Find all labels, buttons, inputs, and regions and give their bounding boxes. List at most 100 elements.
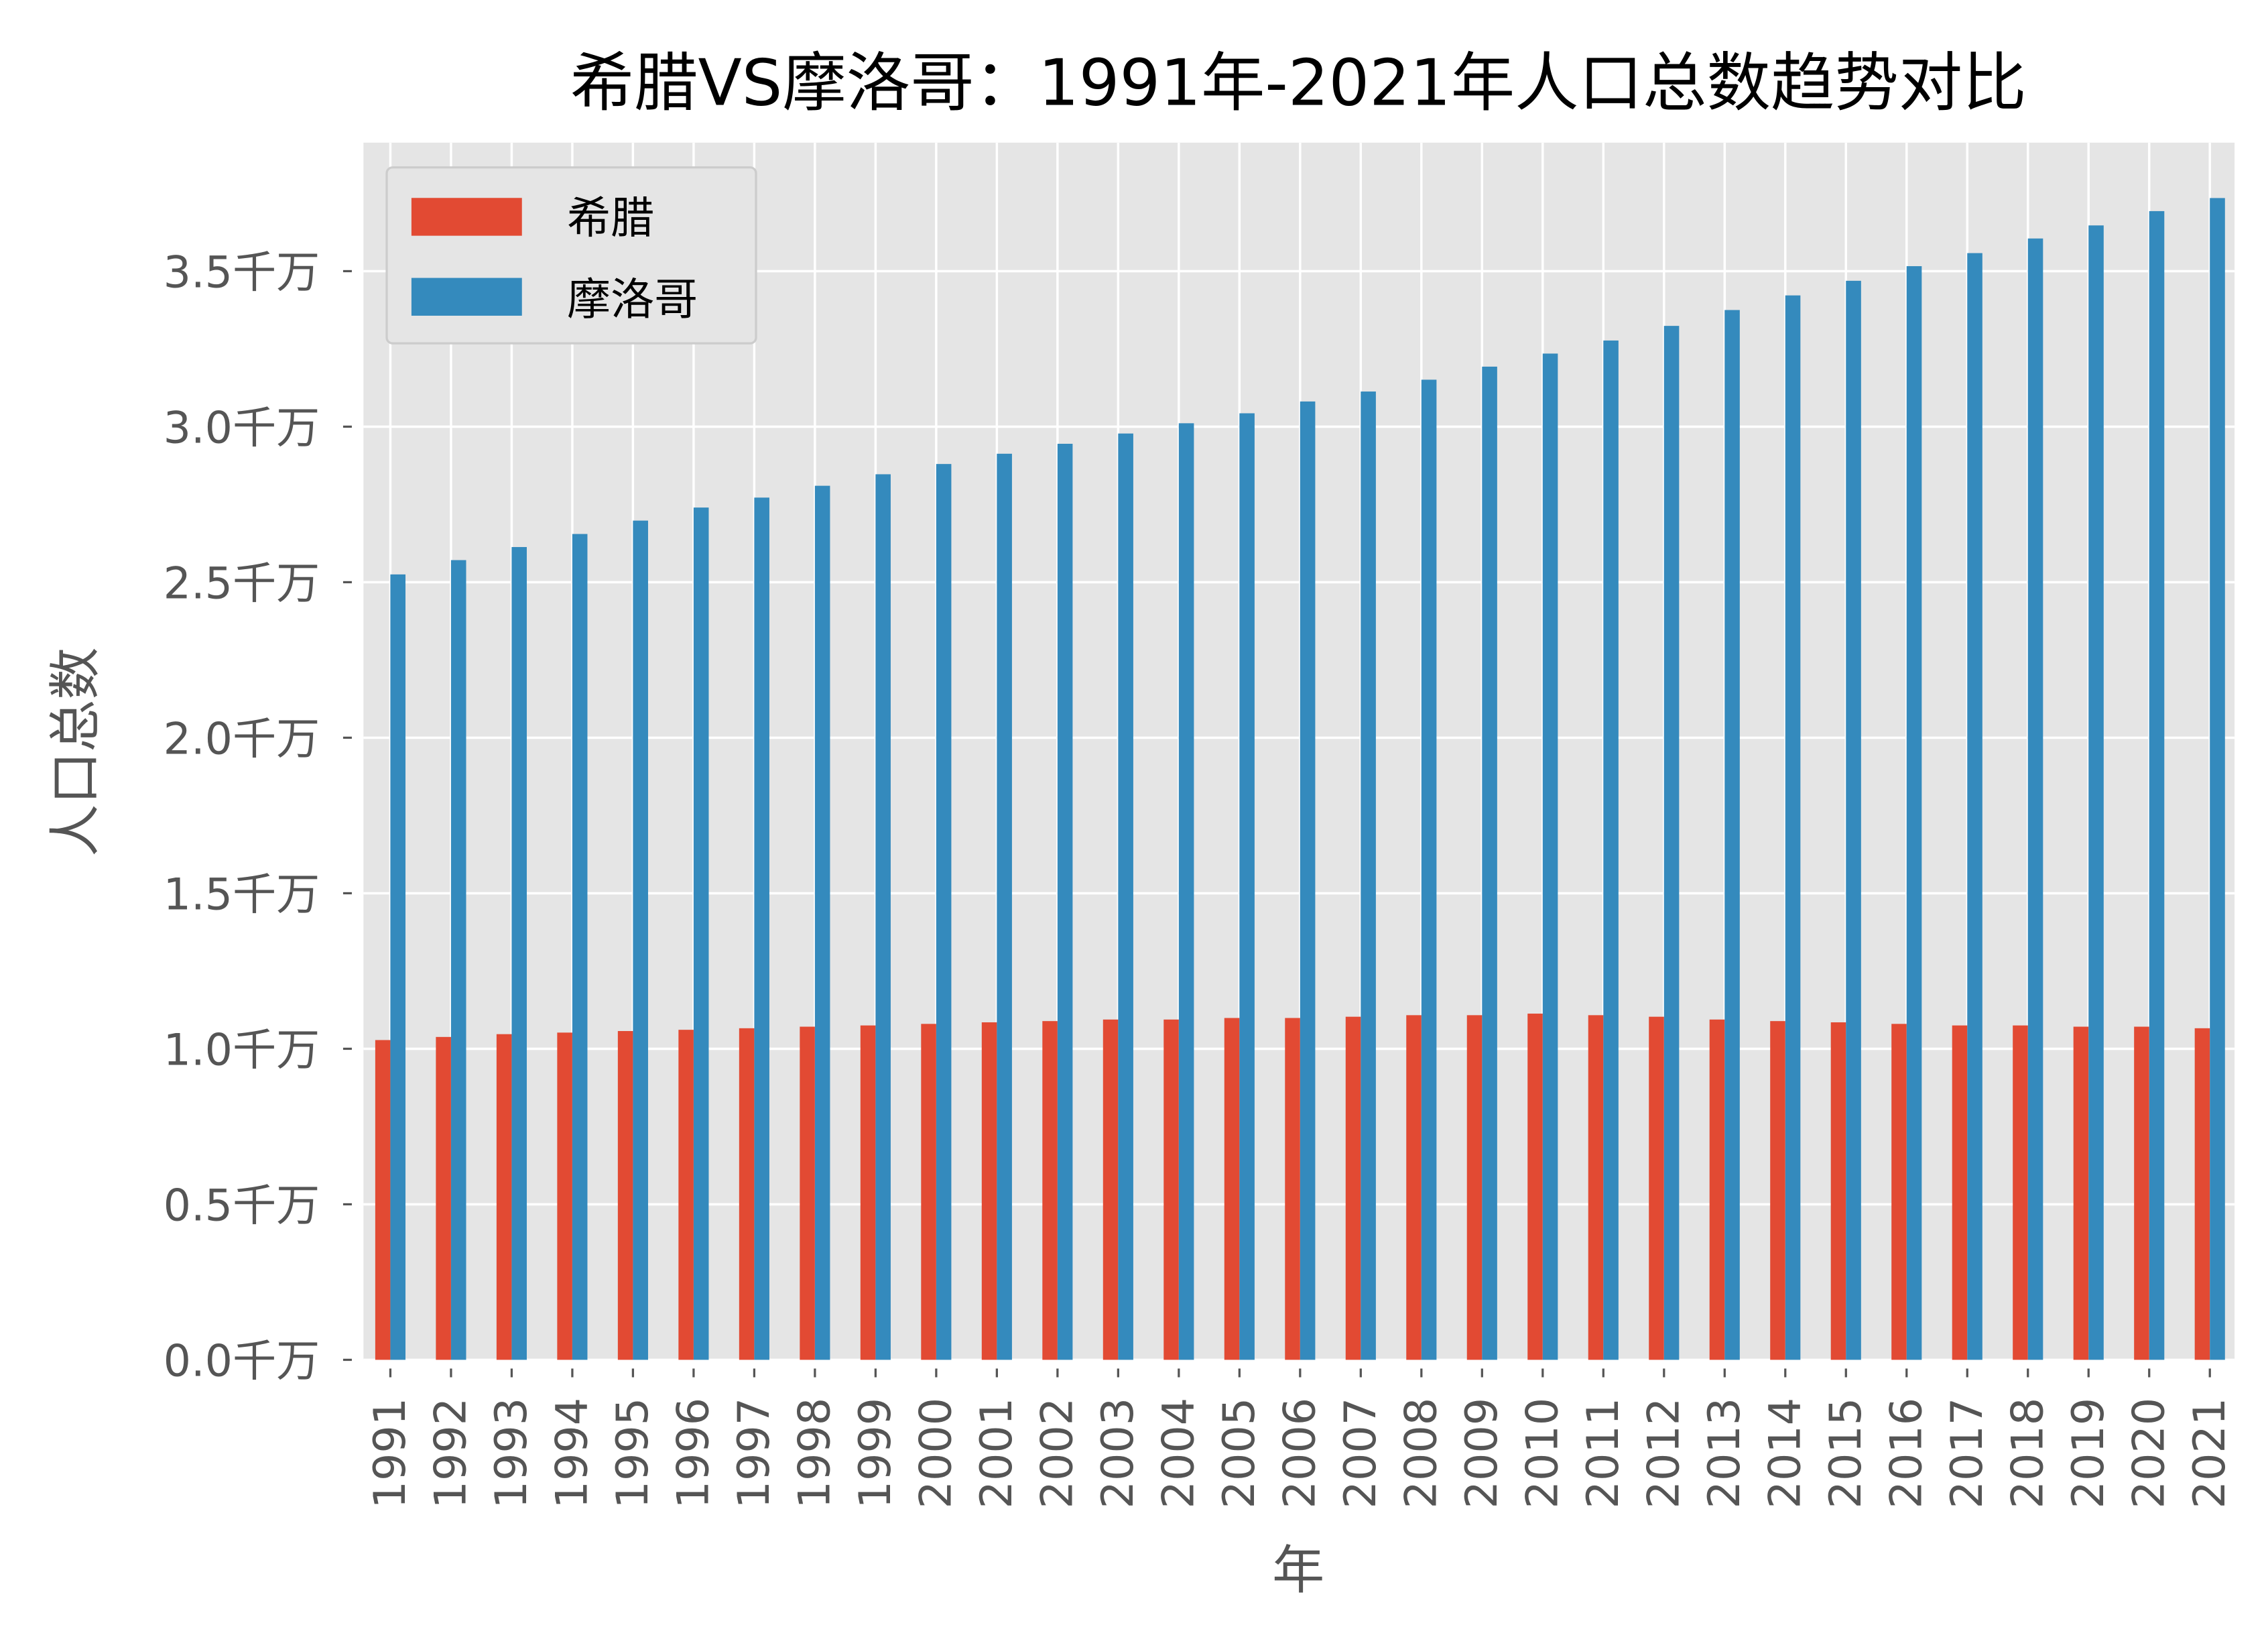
bar-greece-2021: [2194, 1028, 2210, 1360]
bar-morocco-2021: [2210, 198, 2225, 1360]
bar-greece-2005: [1224, 1018, 1240, 1360]
x-tick-label: 2011: [1578, 1398, 1629, 1509]
bar-morocco-2016: [1906, 266, 1922, 1360]
legend-label-morocco: 摩洛哥: [567, 275, 698, 325]
x-tick-label: 1991: [365, 1398, 416, 1509]
bar-greece-2010: [1527, 1014, 1543, 1360]
x-tick-label: 2009: [1457, 1398, 1507, 1509]
x-tick-label: 1992: [426, 1398, 477, 1509]
x-tick-label: 2008: [1397, 1398, 1447, 1509]
bar-morocco-2007: [1361, 391, 1376, 1360]
bar-greece-2001: [981, 1022, 997, 1360]
bar-morocco-2005: [1239, 413, 1255, 1360]
bar-greece-2003: [1102, 1019, 1119, 1360]
bar-greece-1994: [557, 1032, 572, 1360]
bar-morocco-1999: [875, 474, 891, 1360]
y-tick-label: 2.0千万: [164, 714, 320, 764]
bar-greece-2015: [1830, 1022, 1846, 1360]
bar-greece-2006: [1285, 1018, 1300, 1360]
bar-greece-2020: [2134, 1026, 2149, 1360]
x-tick-label: 2015: [1821, 1398, 1871, 1509]
x-tick-label: 2003: [1093, 1398, 1143, 1509]
bar-greece-2017: [1952, 1025, 1968, 1360]
bar-greece-2008: [1406, 1015, 1422, 1360]
x-tick-label: 2017: [1942, 1398, 1993, 1509]
x-tick-label: 1999: [850, 1398, 901, 1509]
bar-greece-1993: [496, 1034, 512, 1360]
x-tick-label: 2012: [1639, 1398, 1689, 1509]
chart-title: 希腊VS摩洛哥：1991年-2021年人口总数趋势对比: [570, 45, 2027, 120]
x-tick-label: 1997: [729, 1398, 779, 1509]
y-tick-label: 0.5千万: [164, 1181, 320, 1231]
x-tick-label: 2007: [1336, 1398, 1386, 1509]
bar-morocco-2009: [1482, 366, 1497, 1360]
y-axis-label: 人口总数: [46, 648, 106, 857]
bar-greece-1996: [678, 1030, 694, 1360]
x-tick-label: 2020: [2124, 1398, 2174, 1509]
bar-greece-1992: [436, 1036, 451, 1360]
legend: 希腊 摩洛哥: [385, 166, 757, 345]
x-tick-label: 2014: [1760, 1398, 1810, 1509]
bar-greece-1995: [617, 1031, 633, 1360]
bar-morocco-1995: [633, 520, 648, 1360]
bar-morocco-2019: [2088, 225, 2104, 1360]
bar-morocco-1996: [693, 507, 709, 1360]
bar-greece-2011: [1588, 1015, 1604, 1360]
bar-morocco-2003: [1118, 433, 1133, 1360]
x-tick-label: 2018: [2003, 1398, 2053, 1509]
y-tick-label: 1.5千万: [164, 869, 320, 920]
bar-morocco-2001: [997, 453, 1012, 1360]
bar-greece-2004: [1163, 1019, 1179, 1360]
bar-morocco-1991: [390, 574, 405, 1360]
x-tick-label: 2005: [1214, 1398, 1265, 1509]
bar-morocco-2002: [1057, 443, 1073, 1360]
bar-greece-1999: [860, 1025, 876, 1360]
bar-greece-2002: [1042, 1021, 1058, 1360]
bar-morocco-2015: [1846, 280, 1861, 1360]
x-tick-label: 1998: [790, 1398, 840, 1509]
bar-morocco-2004: [1178, 423, 1194, 1360]
y-tick-label: 0.0千万: [164, 1336, 320, 1386]
bar-greece-1997: [739, 1028, 755, 1360]
x-tick-label: 2004: [1154, 1398, 1204, 1509]
bar-greece-1998: [800, 1026, 815, 1360]
x-tick-label: 2002: [1033, 1398, 1083, 1509]
x-axis-label: 年: [1272, 1541, 1324, 1601]
bar-morocco-1998: [814, 485, 830, 1360]
x-tick-label: 2016: [1881, 1398, 1932, 1509]
legend-label-greece: 希腊: [567, 193, 654, 243]
y-tick-label: 3.5千万: [164, 247, 320, 298]
bar-morocco-2020: [2149, 210, 2165, 1360]
bar-morocco-1997: [754, 497, 769, 1360]
x-tick-label: 1994: [548, 1398, 598, 1509]
y-tick-label: 2.5千万: [164, 558, 320, 609]
bar-morocco-1993: [511, 547, 527, 1360]
bar-morocco-2017: [1967, 253, 1982, 1360]
bar-morocco-2011: [1603, 340, 1619, 1360]
bar-greece-2014: [1770, 1021, 1785, 1360]
x-tick-label: 2013: [1700, 1398, 1750, 1509]
x-tick-label: 2010: [1517, 1398, 1568, 1509]
x-tick-label: 2021: [2185, 1398, 2235, 1509]
y-tick-label: 3.0千万: [164, 403, 320, 453]
bar-greece-2000: [921, 1024, 936, 1360]
legend-swatch-greece: [411, 198, 522, 236]
legend-swatch-morocco: [411, 278, 522, 316]
bar-greece-2018: [2013, 1025, 2028, 1360]
bar-greece-2012: [1649, 1016, 1664, 1360]
bar-greece-2009: [1466, 1015, 1483, 1360]
bar-morocco-1994: [572, 534, 588, 1360]
bar-morocco-2010: [1542, 353, 1558, 1360]
bar-greece-2016: [1891, 1024, 1907, 1360]
x-tick-label: 2019: [2064, 1398, 2114, 1509]
x-tick-label: 1993: [487, 1398, 537, 1509]
bar-greece-2013: [1709, 1019, 1725, 1360]
x-tick-label: 1996: [669, 1398, 719, 1509]
bar-morocco-2012: [1663, 326, 1680, 1360]
x-tick-label: 2006: [1275, 1398, 1326, 1509]
bar-morocco-2018: [2027, 238, 2043, 1360]
y-tick-label: 1.0千万: [164, 1025, 320, 1075]
bar-morocco-2008: [1421, 379, 1437, 1360]
bar-morocco-1992: [450, 560, 466, 1360]
